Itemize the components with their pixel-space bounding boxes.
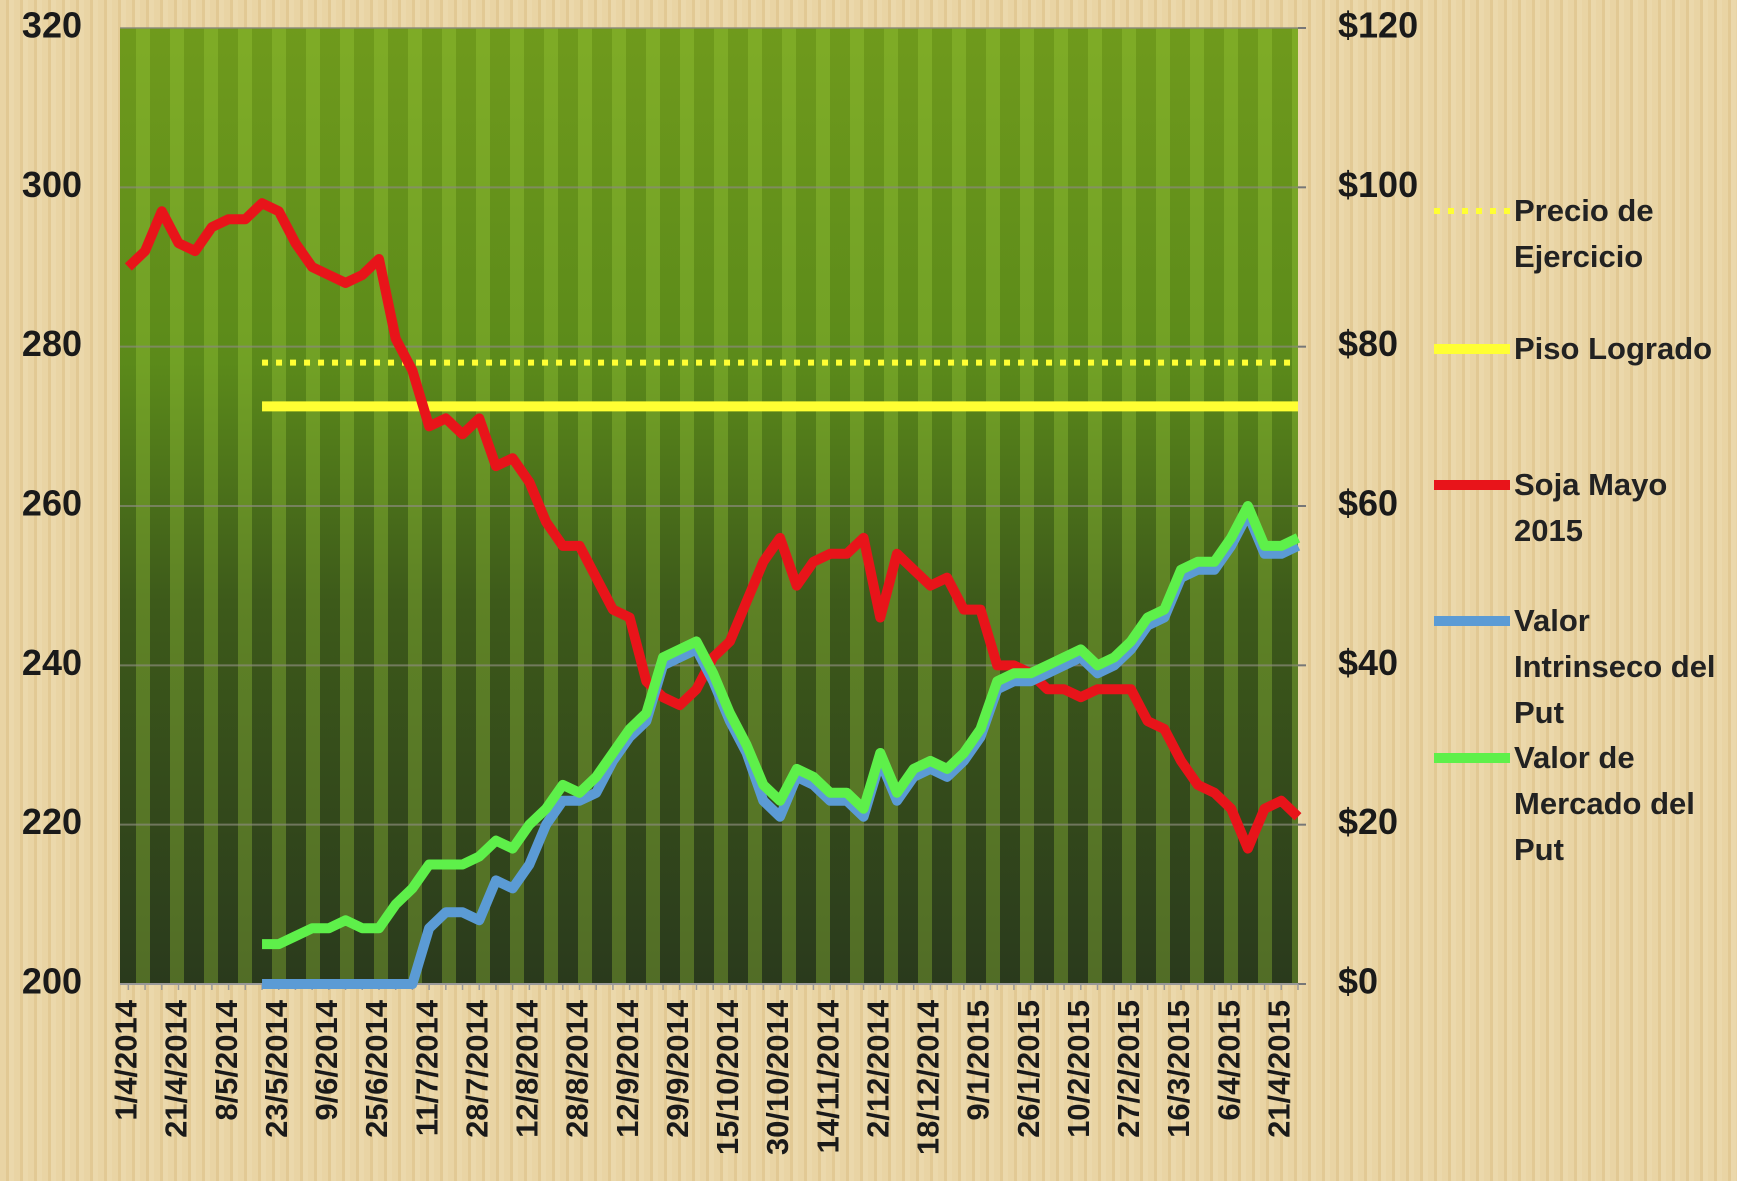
y2-tick-label: $120 — [1338, 5, 1418, 46]
x-tick-label: 26/1/2015 — [1011, 1000, 1046, 1138]
legend-swatch — [1434, 344, 1510, 354]
series-line — [262, 501, 1301, 950]
legend-swatch — [1434, 616, 1510, 626]
y-tick-label: 220 — [22, 801, 82, 842]
legend-label: Valor de Mercado del Put — [1514, 740, 1695, 867]
x-tick-label: 15/10/2014 — [710, 999, 745, 1155]
y-tick-label: 320 — [22, 5, 82, 46]
x-tick-label: 12/8/2014 — [510, 999, 545, 1138]
x-tick-label: 29/9/2014 — [660, 999, 695, 1138]
series-line — [124, 198, 1302, 854]
x-tick-label: 9/1/2015 — [961, 1000, 996, 1121]
x-tick-label: 14/11/2014 — [810, 999, 845, 1153]
x-tick-label: 12/9/2014 — [610, 999, 645, 1138]
legend-label: Soja Mayo 2015 — [1514, 467, 1668, 548]
legend-swatch — [1434, 480, 1510, 490]
y-tick-label: 300 — [22, 164, 82, 205]
x-tick-label: 23/5/2014 — [259, 999, 294, 1138]
y2-tick-label: $40 — [1338, 642, 1398, 683]
x-tick-label: 28/8/2014 — [560, 999, 595, 1138]
x-tick-label: 10/2/2015 — [1061, 1000, 1096, 1138]
y-tick-label: 260 — [22, 483, 82, 524]
x-tick-label: 6/4/2015 — [1211, 1000, 1246, 1121]
x-tick-label: 11/7/2014 — [409, 999, 444, 1136]
y2-tick-label: $80 — [1338, 323, 1398, 364]
y-tick-label: 200 — [22, 961, 82, 1002]
x-tick-label: 8/5/2014 — [209, 999, 244, 1120]
x-tick-label: 27/2/2015 — [1111, 1000, 1146, 1138]
y2-tick-label: $20 — [1338, 801, 1398, 842]
series-line — [262, 508, 1301, 989]
x-tick-label: 1/4/2014 — [109, 999, 144, 1120]
x-tick-label: 16/3/2015 — [1161, 1000, 1196, 1138]
x-tick-label: 25/6/2014 — [359, 999, 394, 1138]
y-tick-label: 240 — [22, 642, 82, 683]
legend-swatch — [1434, 753, 1510, 763]
x-tick-label: 30/10/2014 — [760, 999, 795, 1155]
x-tick-label: 2/12/2014 — [860, 999, 895, 1138]
legend-label: Valor Intrinseco del Put — [1514, 603, 1716, 730]
y2-tick-label: $100 — [1338, 164, 1418, 205]
legend-swatch — [1434, 208, 1510, 214]
x-tick-label: 21/4/2014 — [159, 999, 194, 1138]
y2-tick-label: $0 — [1338, 961, 1378, 1002]
legend-label: Precio de Ejercicio — [1514, 193, 1654, 274]
x-tick-label: 9/6/2014 — [309, 999, 344, 1120]
legend-label: Piso Logrado — [1514, 331, 1713, 366]
x-tick-label: 21/4/2015 — [1261, 1000, 1296, 1138]
y2-tick-label: $60 — [1338, 483, 1398, 524]
x-tick-label: 18/12/2014 — [911, 999, 946, 1155]
x-tick-label: 28/7/2014 — [459, 999, 494, 1138]
y-tick-label: 280 — [22, 323, 82, 364]
